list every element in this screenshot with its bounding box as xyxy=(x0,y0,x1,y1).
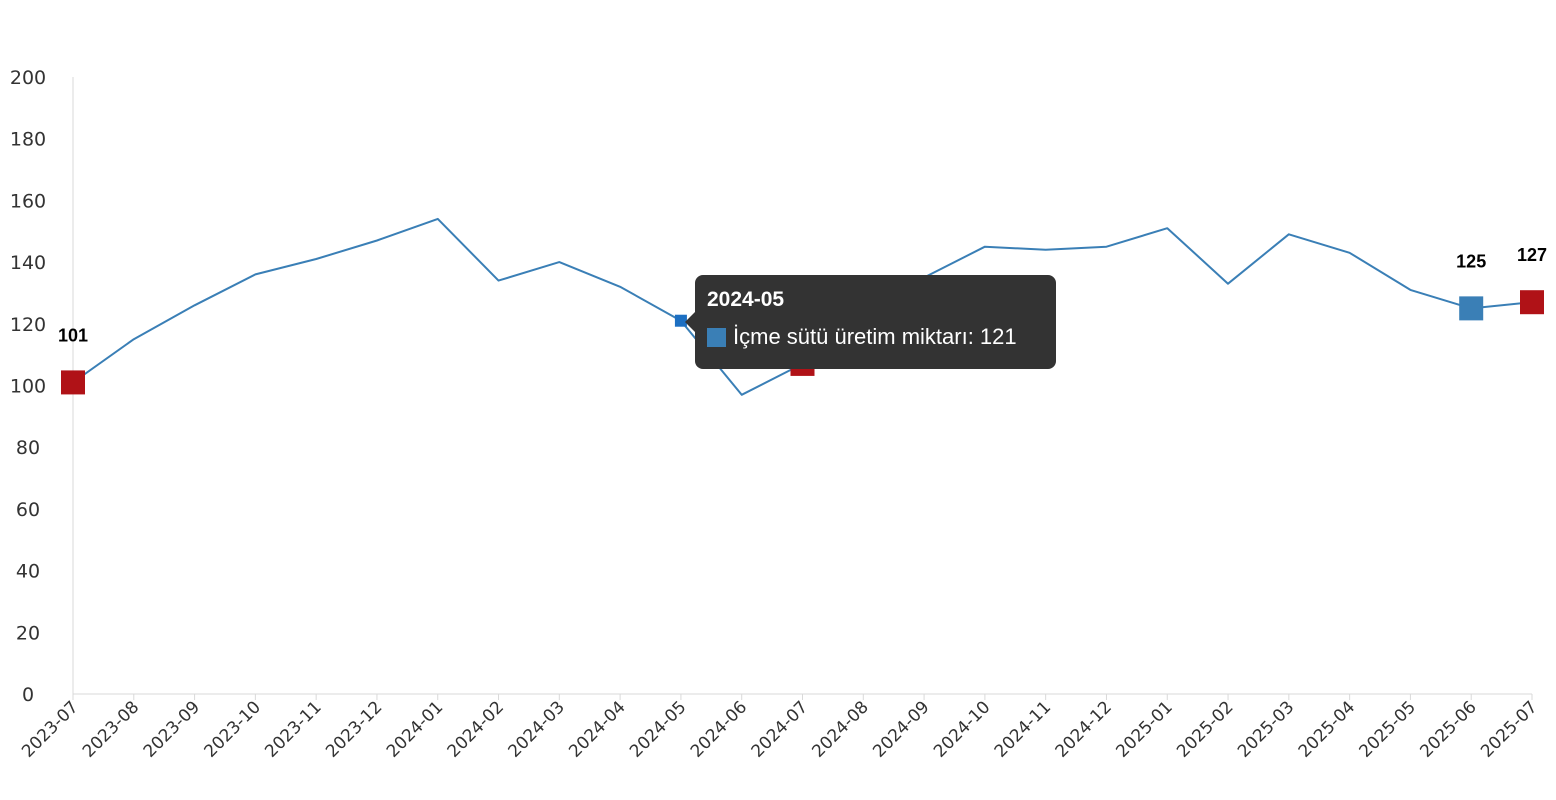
x-tick-label: 2024-04 xyxy=(565,697,629,761)
x-tick-label: 2025-01 xyxy=(1112,697,1176,761)
x-axis-ticks: 2023-072023-082023-092023-102023-112023-… xyxy=(18,694,1542,762)
y-tick-label: 60 xyxy=(16,499,40,521)
tooltip-value: 121 xyxy=(979,324,1017,349)
x-tick-label: 2024-10 xyxy=(930,697,994,761)
y-tick-label: 80 xyxy=(16,437,40,459)
x-tick-label: 2025-04 xyxy=(1295,697,1359,761)
tooltip-series-label: İçme sütü üretim miktarı: xyxy=(733,324,974,349)
x-tick-label: 2023-11 xyxy=(261,697,325,761)
data-label: 101 xyxy=(58,325,88,345)
x-tick-label: 2023-08 xyxy=(79,697,143,761)
x-tick-label: 2023-12 xyxy=(322,697,386,761)
highlight-marker[interactable] xyxy=(1520,290,1544,315)
tooltip-series-swatch xyxy=(707,327,726,347)
hover-point-marker[interactable] xyxy=(674,314,687,327)
data-label: 127 xyxy=(1517,245,1547,265)
y-tick-label: 140 xyxy=(10,252,46,274)
x-tick-label: 2024-09 xyxy=(869,697,933,761)
x-tick-label: 2024-05 xyxy=(626,697,690,761)
x-tick-label: 2025-07 xyxy=(1477,697,1541,761)
tooltip-row: İçme sütü üretim miktarı: 121 xyxy=(707,323,1044,351)
x-tick-label: 2023-10 xyxy=(201,697,265,761)
y-tick-label: 0 xyxy=(22,684,34,706)
y-tick-label: 40 xyxy=(16,561,40,583)
x-tick-label: 2024-07 xyxy=(748,697,812,761)
x-tick-label: 2024-08 xyxy=(808,697,872,761)
x-tick-label: 2024-02 xyxy=(444,697,508,761)
y-tick-label: 160 xyxy=(10,190,46,212)
y-tick-label: 200 xyxy=(10,67,46,89)
highlight-marker[interactable] xyxy=(1459,296,1484,321)
x-tick-label: 2023-09 xyxy=(140,697,204,761)
chart-tooltip: 2024-05 İçme sütü üretim miktarı: 121 xyxy=(695,275,1056,369)
x-tick-label: 2024-01 xyxy=(383,697,447,761)
highlight-marker[interactable] xyxy=(61,370,85,395)
data-label: 125 xyxy=(1456,251,1486,271)
x-tick-label: 2024-03 xyxy=(505,697,569,761)
x-tick-label: 2025-05 xyxy=(1356,697,1420,761)
y-tick-label: 100 xyxy=(10,376,46,398)
y-tick-label: 20 xyxy=(16,622,40,644)
x-tick-label: 2024-06 xyxy=(687,697,751,761)
x-tick-label: 2023-07 xyxy=(18,697,82,761)
tooltip-arrow xyxy=(685,312,695,332)
x-tick-label: 2025-06 xyxy=(1416,697,1480,761)
y-axis-ticks: 0 20 40 60 80 100 120 140 160 180 200 xyxy=(10,67,46,706)
x-tick-label: 2025-02 xyxy=(1173,697,1237,761)
tooltip-title: 2024-05 xyxy=(707,288,785,311)
y-tick-label: 180 xyxy=(10,129,46,151)
x-tick-label: 2025-03 xyxy=(1234,697,1298,761)
x-tick-label: 2024-12 xyxy=(1052,697,1116,761)
x-tick-label: 2024-11 xyxy=(991,697,1055,761)
y-tick-label: 120 xyxy=(10,314,46,336)
